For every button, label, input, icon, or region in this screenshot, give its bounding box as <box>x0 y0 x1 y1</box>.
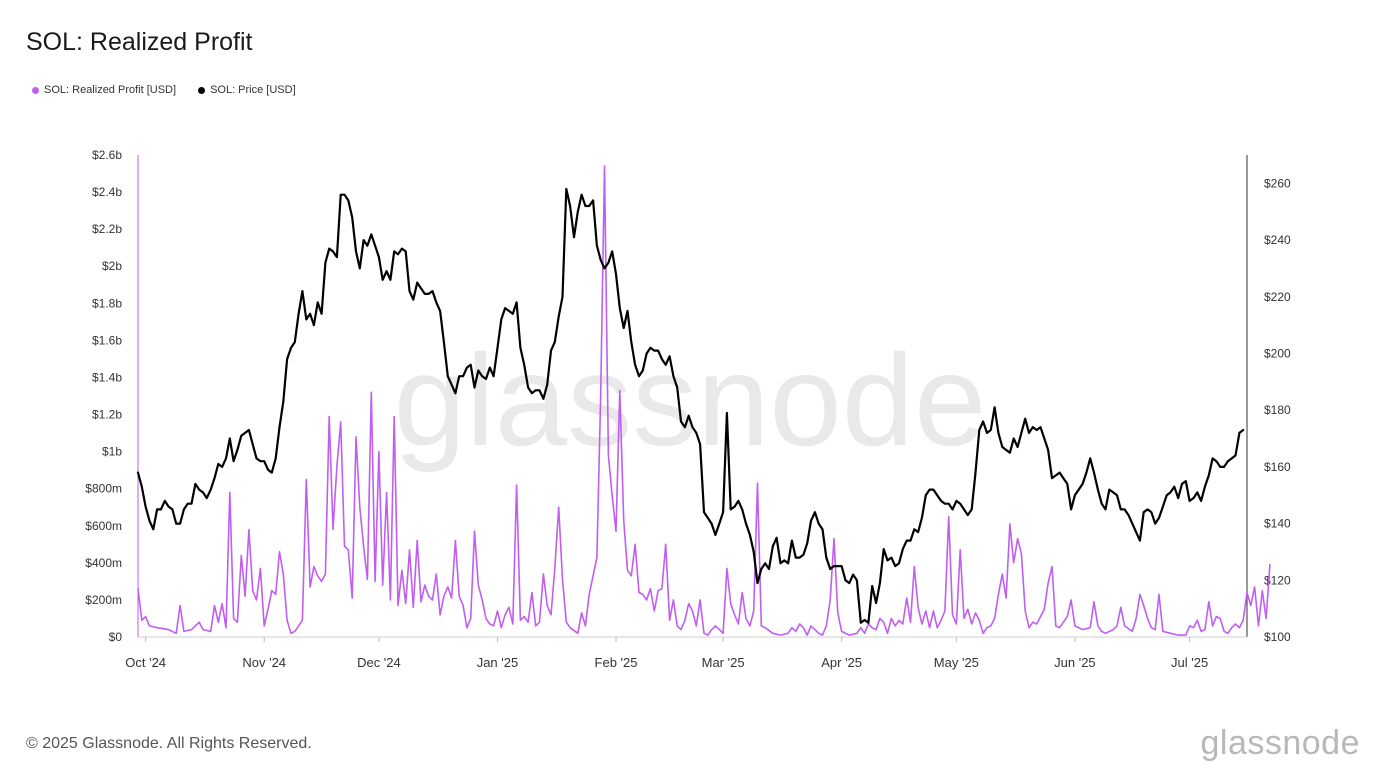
y-left-tick-label: $1.6b <box>92 333 122 347</box>
y-left-tick-label: $0 <box>109 630 123 644</box>
watermark-text: glassnode <box>394 327 987 473</box>
x-tick-label: Mar '25 <box>702 655 745 670</box>
axes-layer: $0 $200m $400m $600m $800m $1b $1.2b $1.4b $1.6b… <box>85 148 1291 670</box>
y-right-tick-label: $220 <box>1264 290 1291 304</box>
x-tick-label: Apr '25 <box>821 655 862 670</box>
legend-label-price: SOL: Price [USD] <box>210 84 296 96</box>
y-right-tick-label: $240 <box>1264 233 1291 247</box>
y-left-tick-label: $2.2b <box>92 222 122 236</box>
x-tick-label: Jul '25 <box>1171 655 1208 670</box>
legend-dot-realized-profit <box>32 86 39 94</box>
x-tick-label: Nov '24 <box>242 655 286 670</box>
y-left-tick-label: $1.8b <box>92 296 122 310</box>
chart-legend: SOL: Realized Profit [USD] SOL: Price [U… <box>32 84 296 96</box>
y-left-tick-label: $800m <box>85 482 122 496</box>
y-right-tick-label: $120 <box>1264 573 1291 587</box>
x-tick-label: Oct '24 <box>125 655 166 670</box>
legend-label-realized-profit: SOL: Realized Profit [USD] <box>44 84 177 96</box>
y-right-tick-label: $160 <box>1264 460 1291 474</box>
y-left-tick-label: $2b <box>102 259 122 273</box>
y-left-tick-label: $2.4b <box>92 185 122 199</box>
y-left-tick-label: $1b <box>102 445 122 459</box>
y-right-tick-label: $200 <box>1264 346 1291 360</box>
y-left-tick-label: $400m <box>85 556 122 570</box>
page-title: SOL: Realized Profit <box>26 28 253 56</box>
y-left-tick-label: $2.6b <box>92 148 122 162</box>
footer-copyright: © 2025 Glassnode. All Rights Reserved. <box>26 735 312 752</box>
y-left-tick-label: $200m <box>85 593 122 607</box>
price-line[interactable] <box>136 187 1245 624</box>
legend-dot-price <box>198 86 206 94</box>
x-tick-label: Jun '25 <box>1054 655 1096 670</box>
realized-profit-line[interactable] <box>137 165 1271 636</box>
y-right-tick-label: $100 <box>1264 630 1291 644</box>
series-layer <box>136 165 1271 636</box>
x-tick-label: Jan '25 <box>477 655 519 670</box>
x-tick-label: Feb '25 <box>595 655 638 670</box>
y-right-tick-label: $260 <box>1264 176 1291 190</box>
y-left-tick-label: $600m <box>85 519 122 533</box>
x-tick-label: Dec '24 <box>357 655 401 670</box>
footer-logo: glassnode <box>1200 724 1360 762</box>
y-right-tick-label: $140 <box>1264 517 1291 531</box>
y-left-tick-label: $1.4b <box>92 370 122 384</box>
y-left-tick-label: $1.2b <box>92 408 122 422</box>
legend-item-price[interactable]: SOL: Price [USD] <box>198 84 296 96</box>
x-tick-label: May '25 <box>934 655 979 670</box>
y-right-tick-label: $180 <box>1264 403 1291 417</box>
legend-item-realized-profit[interactable]: SOL: Realized Profit [USD] <box>32 84 176 96</box>
